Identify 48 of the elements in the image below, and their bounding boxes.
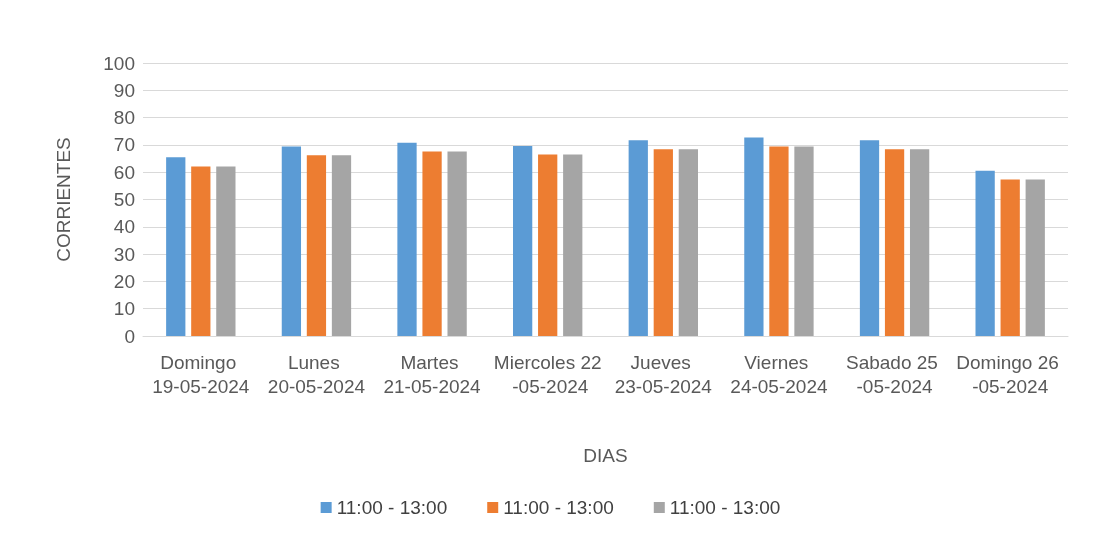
y-tick-label: 0 xyxy=(124,325,135,347)
bar xyxy=(331,155,352,336)
bar xyxy=(909,149,930,336)
bar xyxy=(397,142,417,336)
x-tick-label: Martes 21-05-2024 xyxy=(383,351,482,397)
y-tick-label: 30 xyxy=(113,243,135,265)
y-tick-label: 20 xyxy=(113,270,135,292)
bar xyxy=(563,154,583,336)
y-tick-label: 90 xyxy=(113,79,135,101)
legend-label: 11:00 - 13:00 xyxy=(669,497,781,518)
bar xyxy=(744,137,764,336)
y-tick-label: 60 xyxy=(113,161,135,183)
y-axis-title: CORRIENTES xyxy=(53,137,74,262)
bar xyxy=(166,157,186,336)
y-tick-label: 50 xyxy=(113,189,135,210)
y-tick-label: 70 xyxy=(113,134,135,156)
y-tick-label: 40 xyxy=(113,216,135,238)
x-tick-label: Miercoles 22 -05-2024 xyxy=(493,351,602,397)
bar xyxy=(678,149,698,336)
bar xyxy=(191,166,211,336)
y-tick-label: 80 xyxy=(113,107,135,129)
bar xyxy=(306,155,327,336)
bar xyxy=(216,166,236,336)
bar xyxy=(975,170,995,336)
y-tick-label: 100 xyxy=(103,52,135,74)
x-tick-label: Domingo 26 -05-2024 xyxy=(956,351,1065,397)
bar xyxy=(884,149,905,336)
bar xyxy=(653,149,673,336)
legend-label: 11:00 - 13:00 xyxy=(336,497,448,518)
bar xyxy=(1025,179,1045,336)
bar xyxy=(513,145,533,336)
bar xyxy=(769,146,789,336)
bar xyxy=(859,140,880,336)
bar xyxy=(794,146,814,336)
bar xyxy=(422,151,442,336)
bar xyxy=(1000,179,1020,336)
bar xyxy=(628,140,648,336)
x-axis-title: DIAS xyxy=(583,445,628,466)
y-tick-label: 10 xyxy=(113,298,135,320)
bar xyxy=(281,146,302,336)
bar xyxy=(447,151,467,336)
x-tick-label: Viernes 24-05-2024 xyxy=(730,351,828,397)
x-tick-label: Jueves 23-05-2024 xyxy=(614,351,713,397)
x-tick-label: Domingo 19-05-2024 xyxy=(152,351,250,397)
x-tick-label: Sabado 25 -05-2024 xyxy=(845,351,944,397)
x-tick-label: Lunes 20-05-2024 xyxy=(267,351,366,397)
legend-label: 11:00 - 13:00 xyxy=(503,497,614,518)
bar xyxy=(538,154,558,336)
